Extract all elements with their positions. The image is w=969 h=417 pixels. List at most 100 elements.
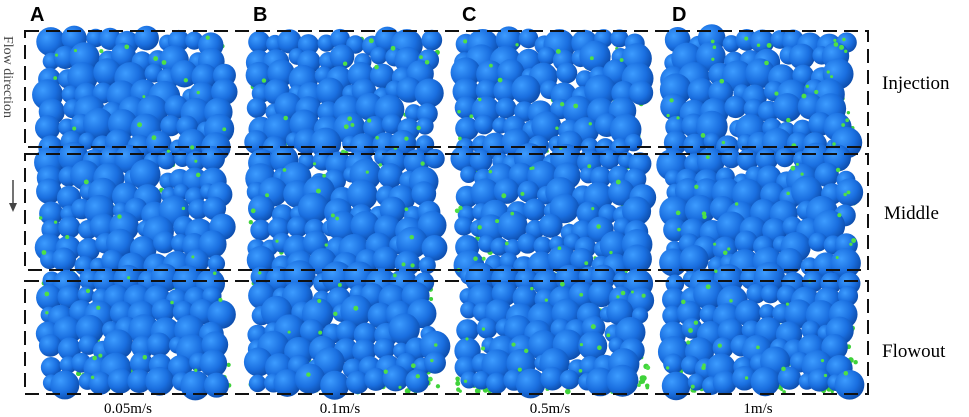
fine-particle — [212, 271, 217, 276]
sphere — [151, 298, 176, 323]
fine-particle — [390, 45, 396, 51]
fine-particle — [820, 359, 825, 363]
fine-particle — [137, 122, 143, 128]
sphere — [89, 213, 117, 240]
sphere — [537, 46, 557, 66]
fine-particle — [317, 298, 322, 304]
fine-particle — [250, 208, 256, 214]
fine-particle — [705, 284, 711, 290]
fine-particle — [729, 299, 733, 303]
fine-particle — [347, 116, 353, 122]
fine-particle — [430, 359, 434, 363]
fine-particle — [350, 123, 355, 127]
sphere — [540, 366, 565, 391]
sphere — [493, 178, 520, 204]
fine-particle — [287, 330, 291, 334]
sphere — [661, 371, 691, 401]
sphere — [157, 150, 176, 170]
fine-particle — [96, 305, 101, 310]
fine-particle — [261, 78, 267, 83]
sphere — [627, 287, 655, 314]
fine-particle — [458, 205, 463, 211]
sphere — [735, 299, 762, 327]
fine-particle — [714, 269, 718, 273]
fine-particle — [588, 122, 592, 126]
sphere — [493, 78, 518, 104]
flow-direction-label: Flow direction — [0, 36, 15, 118]
speed-label: 0.05m/s — [104, 401, 152, 417]
fine-particle — [194, 159, 198, 163]
fine-particle — [786, 191, 790, 196]
sphere — [570, 248, 594, 271]
fine-particle — [606, 333, 611, 338]
sphere — [204, 372, 230, 398]
sphere — [129, 351, 153, 375]
sphere — [608, 179, 635, 206]
sphere — [518, 28, 539, 49]
fine-particle — [800, 172, 804, 176]
fine-particle — [151, 135, 157, 141]
sphere — [50, 370, 80, 400]
fine-particle — [306, 372, 311, 377]
fine-particle — [424, 59, 430, 65]
sphere — [683, 133, 707, 157]
fine-particle — [641, 293, 646, 298]
sphere — [61, 85, 80, 104]
fine-particle — [666, 113, 670, 118]
speed-label: 0.5m/s — [530, 401, 571, 417]
sphere — [246, 245, 275, 275]
fine-particle — [337, 282, 342, 287]
sphere — [659, 196, 691, 228]
sphere — [734, 230, 758, 254]
fine-particle — [455, 381, 461, 386]
fine-particle — [475, 388, 480, 393]
fine-particle — [837, 213, 842, 218]
fine-particle — [786, 117, 791, 123]
sphere — [316, 77, 345, 106]
fine-particle — [44, 291, 50, 297]
fine-particle — [77, 371, 82, 376]
fine-particle — [700, 133, 706, 138]
fine-particle — [727, 247, 731, 251]
sphere — [588, 280, 615, 308]
fine-particle — [510, 211, 515, 216]
sphere — [416, 117, 434, 135]
sphere — [340, 294, 373, 327]
sphere — [424, 351, 446, 374]
fine-particle — [465, 337, 469, 341]
sphere — [277, 29, 302, 54]
fine-particle — [83, 179, 89, 185]
fine-particle — [218, 297, 223, 302]
fine-particle — [265, 193, 270, 198]
fine-particle — [713, 242, 717, 246]
sphere — [760, 284, 780, 304]
sphere — [679, 245, 709, 275]
fine-particle — [318, 330, 323, 335]
fine-particle — [511, 342, 516, 347]
sphere — [472, 371, 491, 390]
sphere — [107, 368, 133, 394]
fine-particle — [710, 39, 715, 44]
fine-particle — [98, 353, 103, 358]
sphere — [110, 42, 136, 68]
sphere — [39, 201, 64, 226]
region-label: Middle — [884, 203, 939, 224]
fine-particle — [833, 38, 837, 43]
sphere — [411, 181, 437, 207]
fine-particle — [374, 64, 379, 70]
sphere — [373, 338, 396, 360]
fine-particle — [495, 219, 500, 224]
fine-particle — [166, 149, 170, 153]
sphere — [294, 363, 326, 394]
sphere — [454, 216, 474, 236]
fine-particle — [734, 202, 739, 206]
sphere — [746, 283, 767, 304]
fine-particle — [764, 60, 769, 66]
fine-particle — [54, 53, 59, 57]
fine-particle — [458, 136, 462, 141]
fine-particle — [142, 95, 146, 99]
fine-particle — [579, 343, 584, 347]
flow-arrowhead — [9, 203, 17, 212]
sphere — [460, 301, 478, 319]
fine-particle — [591, 207, 595, 211]
